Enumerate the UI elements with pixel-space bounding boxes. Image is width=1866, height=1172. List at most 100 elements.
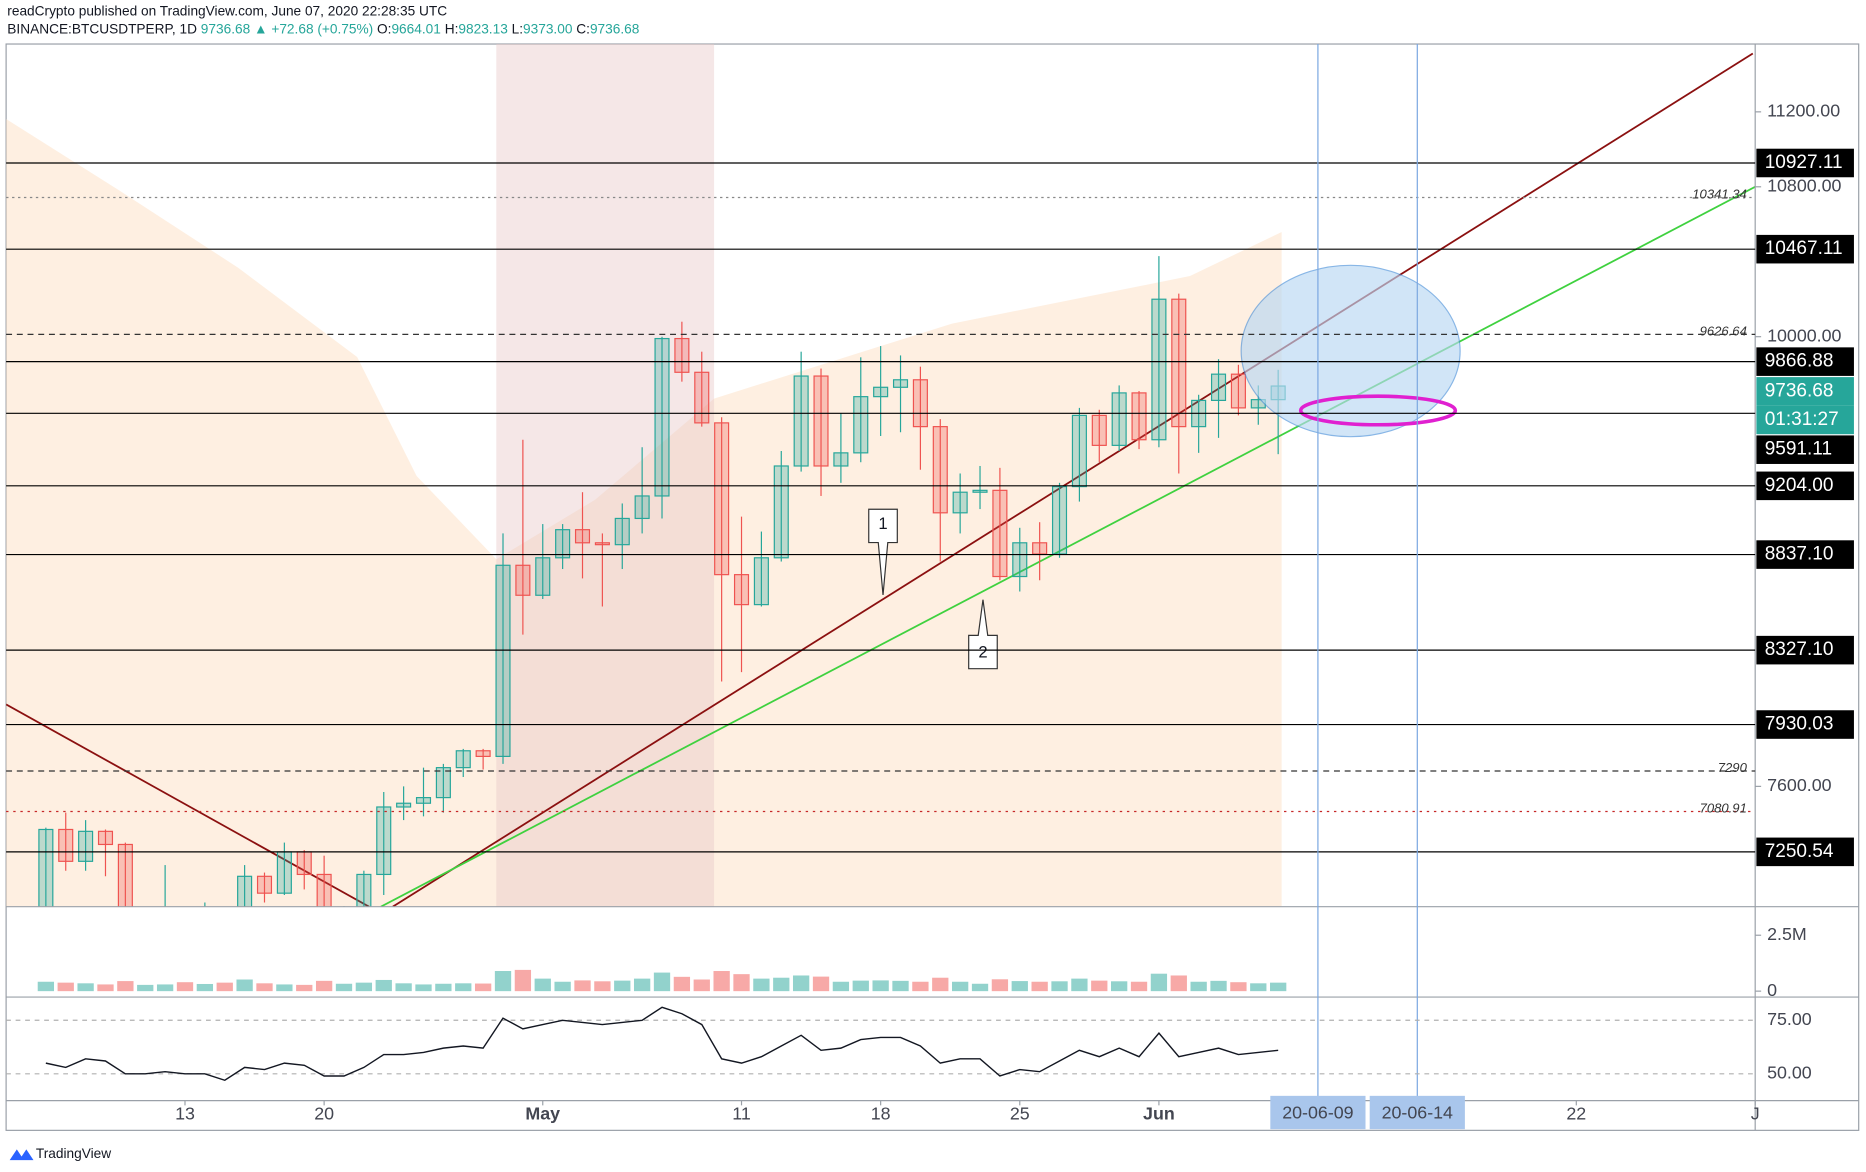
x-tick-label: 11 bbox=[732, 1104, 751, 1124]
candle-body bbox=[1051, 485, 1068, 555]
last-price-box bbox=[1756, 377, 1854, 406]
candle-body bbox=[555, 529, 571, 559]
x-tick-label: J bbox=[1751, 1104, 1760, 1124]
volume-bar bbox=[1011, 981, 1028, 992]
candle-body bbox=[1032, 542, 1048, 555]
annotation: 1 bbox=[878, 514, 887, 533]
candle-body bbox=[654, 337, 670, 497]
ohlc-key: L: bbox=[512, 21, 523, 36]
volume-bar bbox=[156, 984, 174, 992]
volume-bar bbox=[435, 983, 452, 992]
publisher: readCrypto published on TradingView.com,… bbox=[7, 4, 447, 19]
ohlc-value: 9823.13 bbox=[458, 21, 507, 36]
volume-bar bbox=[852, 980, 869, 992]
price-box-label: 7250.54 bbox=[1765, 841, 1834, 862]
volume-bar bbox=[494, 971, 512, 992]
candle-body bbox=[714, 422, 730, 576]
volume-bar bbox=[773, 977, 790, 992]
volume-bar bbox=[614, 980, 631, 992]
candle-body bbox=[337, 925, 351, 927]
volume-bar bbox=[137, 984, 154, 992]
timer: 01:31:27 bbox=[1765, 409, 1839, 430]
x-tick-label: Jun bbox=[1143, 1104, 1175, 1124]
volume-bar bbox=[792, 975, 810, 992]
volume-bar bbox=[474, 983, 492, 992]
price-box-label: 10467.11 bbox=[1765, 238, 1843, 259]
ohlc-key: C: bbox=[576, 21, 590, 36]
rsi-tick-label: 75.00 bbox=[1767, 1009, 1812, 1029]
volume-bar bbox=[77, 983, 94, 992]
candle-body bbox=[178, 916, 192, 925]
volume-bar bbox=[1270, 982, 1287, 992]
price-box bbox=[1756, 435, 1854, 464]
highlight-range bbox=[496, 44, 715, 907]
price-box bbox=[1756, 837, 1854, 867]
volume-bar bbox=[733, 974, 750, 992]
candle-body bbox=[38, 828, 54, 907]
candle-body bbox=[793, 375, 809, 467]
volume-bar bbox=[574, 980, 591, 992]
price-box-label: 8837.10 bbox=[1765, 544, 1834, 565]
candle-body bbox=[237, 875, 253, 907]
shapes bbox=[868, 264, 1461, 670]
volume-bar bbox=[554, 981, 571, 992]
volume-bar bbox=[57, 982, 74, 992]
price-box-label: 8327.10 bbox=[1765, 639, 1834, 660]
candle-body bbox=[574, 529, 591, 544]
volume-bar bbox=[693, 979, 710, 992]
candle-body bbox=[356, 873, 372, 907]
candle-body bbox=[78, 830, 94, 862]
candle-body bbox=[138, 919, 152, 923]
volume-bar bbox=[872, 980, 889, 992]
footer: TradingView bbox=[9, 1146, 111, 1161]
volume-bar bbox=[952, 981, 969, 992]
brand: TradingView bbox=[36, 1146, 111, 1161]
symbol: BINANCE:BTCUSDTPERP, 1D bbox=[7, 21, 197, 36]
candle-body bbox=[276, 851, 292, 894]
volume-bar bbox=[1091, 980, 1108, 992]
volume-tick-label: 0 bbox=[1767, 980, 1777, 1000]
last-price-header: 9736.68 bbox=[201, 21, 251, 36]
ohlc-key: H: bbox=[445, 21, 459, 36]
volume-bar bbox=[534, 978, 551, 992]
candle-body bbox=[674, 337, 690, 373]
price-box-label: 7930.03 bbox=[1765, 714, 1834, 735]
volume-bar bbox=[415, 984, 432, 992]
volume-bar bbox=[1071, 978, 1088, 992]
candle-body bbox=[694, 371, 710, 424]
volume-bar bbox=[1111, 981, 1128, 992]
volume-bar bbox=[832, 981, 850, 992]
volume-bar bbox=[375, 979, 392, 992]
marked-date-label: 20-06-14 bbox=[1382, 1102, 1453, 1122]
x-tick-label: 22 bbox=[1566, 1104, 1586, 1124]
candle-body bbox=[58, 828, 74, 862]
timer-box bbox=[1756, 405, 1854, 435]
volume-bar bbox=[673, 976, 691, 992]
candles bbox=[38, 256, 1286, 927]
volume-bar bbox=[594, 981, 611, 992]
volume-bar bbox=[1210, 980, 1227, 992]
volume-bar bbox=[395, 983, 412, 992]
candle-body bbox=[296, 851, 312, 876]
trendline bbox=[6, 703, 370, 907]
volume-bar bbox=[355, 982, 373, 992]
volume-bar bbox=[991, 979, 1009, 992]
volume-bar bbox=[1170, 975, 1187, 992]
volume-bar bbox=[276, 984, 293, 992]
candle-body bbox=[256, 875, 273, 894]
candle-body bbox=[455, 750, 471, 769]
ohlc-value: 9736.68 bbox=[590, 21, 640, 36]
price-box bbox=[1756, 234, 1854, 264]
volume-bar bbox=[633, 978, 651, 992]
candle-body bbox=[892, 379, 909, 388]
candle-body bbox=[813, 375, 829, 467]
candle-body bbox=[1230, 373, 1246, 409]
candle-body bbox=[992, 489, 1008, 578]
volume-bar bbox=[455, 983, 472, 992]
candle-body bbox=[97, 830, 114, 846]
cloud bbox=[6, 118, 1282, 907]
symbol-line: BINANCE:BTCUSDTPERP, 1D 9736.68 ▲ +72.68… bbox=[7, 21, 639, 36]
volume-bars bbox=[37, 969, 1287, 992]
x-tick-label: 20 bbox=[314, 1104, 334, 1124]
candle-body bbox=[753, 557, 769, 606]
